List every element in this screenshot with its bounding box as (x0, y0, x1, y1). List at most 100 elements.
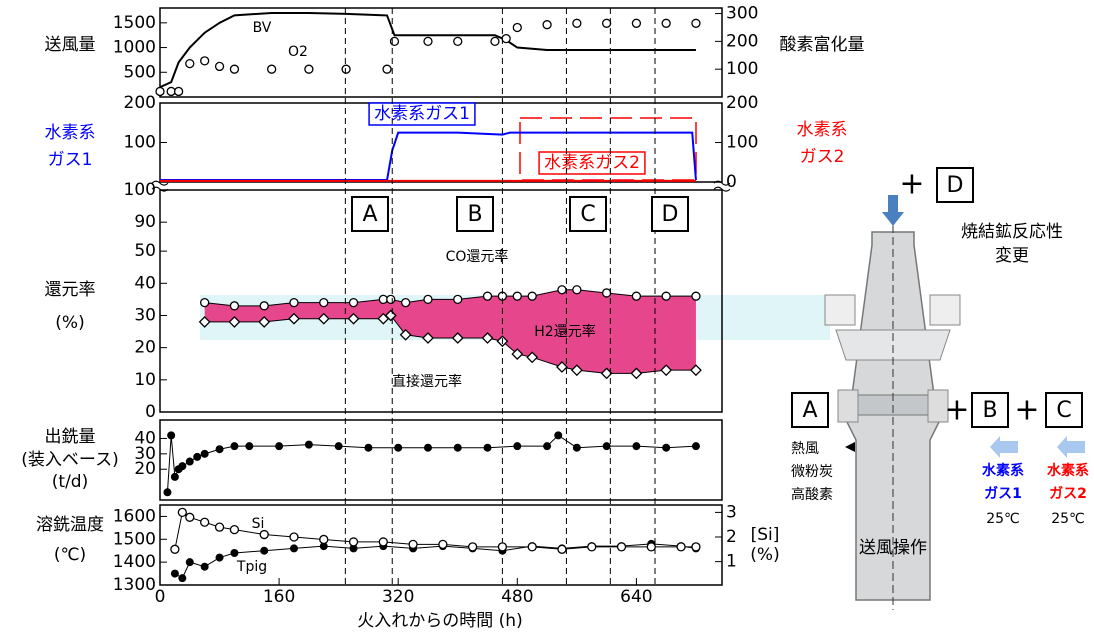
gas-label: 水素系 (1047, 462, 1089, 479)
y2-tick-label: 100 (726, 133, 758, 153)
series-label: 水素系ガス1 (374, 104, 470, 124)
marker (603, 289, 611, 297)
marker (335, 442, 343, 450)
y-axis-label: 出銑量 (45, 427, 96, 447)
marker (201, 563, 209, 571)
y2-tick-label: 1 (726, 552, 737, 572)
gas-temp: 25℃ (1051, 511, 1085, 527)
plus: + (899, 167, 924, 202)
marker (290, 544, 298, 552)
y-tick-label: 40 (134, 273, 156, 293)
y-axis-label: (t/d) (52, 472, 88, 492)
marker (230, 442, 238, 450)
gas-label: 水素系 (982, 462, 1024, 479)
x-tick-label: 0 (155, 587, 166, 607)
y-tick-label: 1000 (113, 38, 156, 58)
marker (647, 543, 655, 551)
y2-tick-label: 2 (726, 527, 737, 547)
note: 焼結鉱反応性 (961, 222, 1063, 242)
marker (513, 292, 521, 300)
marker (230, 549, 238, 557)
marker (573, 444, 581, 452)
marker (216, 62, 224, 70)
marker (230, 65, 238, 73)
marker (387, 295, 395, 303)
y2-tick-label: 200 (726, 31, 758, 51)
series-label: BV (253, 20, 272, 36)
marker (554, 431, 562, 439)
marker (379, 538, 387, 546)
period-label: C (580, 202, 595, 227)
y-axis-label: ガス1 (48, 150, 93, 170)
marker (573, 19, 581, 27)
y2-axis-label: ガス2 (800, 147, 845, 167)
marker (260, 302, 268, 310)
blast-item: 熱風 (791, 441, 819, 457)
y-tick-label: 20 (134, 338, 156, 358)
marker (454, 295, 462, 303)
y-tick-label: 90 (134, 212, 156, 232)
period-label: B (467, 202, 482, 227)
marker (662, 292, 670, 300)
marker (186, 458, 194, 466)
marker (216, 554, 224, 562)
marker (573, 286, 581, 294)
marker (543, 21, 551, 29)
marker (290, 533, 298, 541)
box-label: D (947, 173, 964, 198)
y-axis-label: (℃) (54, 545, 86, 565)
y2-axis-label: (%) (750, 545, 779, 565)
marker (513, 442, 521, 450)
figure: + D 焼結鉱反応性 変更 A 熱風 微粉炭 高酸素 + B + C 水素系 ガ… (0, 0, 1094, 635)
series-label: CO還元率 (446, 248, 509, 265)
marker (692, 543, 700, 551)
marker (171, 473, 179, 481)
marker (290, 299, 298, 307)
marker (175, 87, 183, 95)
x-tick-label: 640 (620, 587, 652, 607)
marker (502, 35, 510, 43)
y-tick-label: 0 (145, 402, 156, 422)
y2-tick-label: 300 (726, 4, 758, 24)
marker (543, 442, 551, 450)
y2-tick-label: 100 (726, 59, 758, 79)
y-axis-label: 還元率 (45, 280, 96, 300)
marker (268, 65, 276, 73)
y2-axis-label: 水素系 (797, 120, 848, 140)
marker (498, 543, 506, 551)
y-tick-label: 100 (124, 133, 156, 153)
marker (178, 508, 186, 516)
marker (193, 453, 201, 461)
y-axis-label: 送風量 (45, 35, 96, 55)
plus: + (1014, 393, 1039, 428)
marker (603, 19, 611, 27)
marker (230, 526, 238, 534)
x-tick-label: 160 (263, 587, 295, 607)
marker (216, 523, 224, 531)
marker (424, 444, 432, 452)
marker (424, 37, 432, 45)
marker (171, 570, 179, 578)
marker (491, 37, 499, 45)
y-tick-label: 500 (124, 62, 156, 82)
box-label: C (1056, 398, 1071, 423)
marker (171, 545, 179, 553)
marker (469, 543, 477, 551)
marker (454, 37, 462, 45)
marker (484, 444, 492, 452)
marker (178, 574, 186, 582)
series-label: 水素系ガス2 (544, 153, 640, 173)
marker (424, 295, 432, 303)
fill-label: H2還元率 (534, 323, 595, 340)
marker (163, 488, 171, 496)
series-label: Tpig (236, 559, 267, 575)
y2-tick-label: 200 (726, 93, 758, 113)
y2-tick-label: 0 (726, 172, 737, 192)
marker (528, 292, 536, 300)
blast-item: 高酸素 (791, 486, 833, 503)
marker (186, 513, 194, 521)
caption: 送風操作 (859, 538, 927, 558)
marker (558, 286, 566, 294)
plot-frame (160, 420, 722, 500)
box-label: B (982, 398, 997, 423)
